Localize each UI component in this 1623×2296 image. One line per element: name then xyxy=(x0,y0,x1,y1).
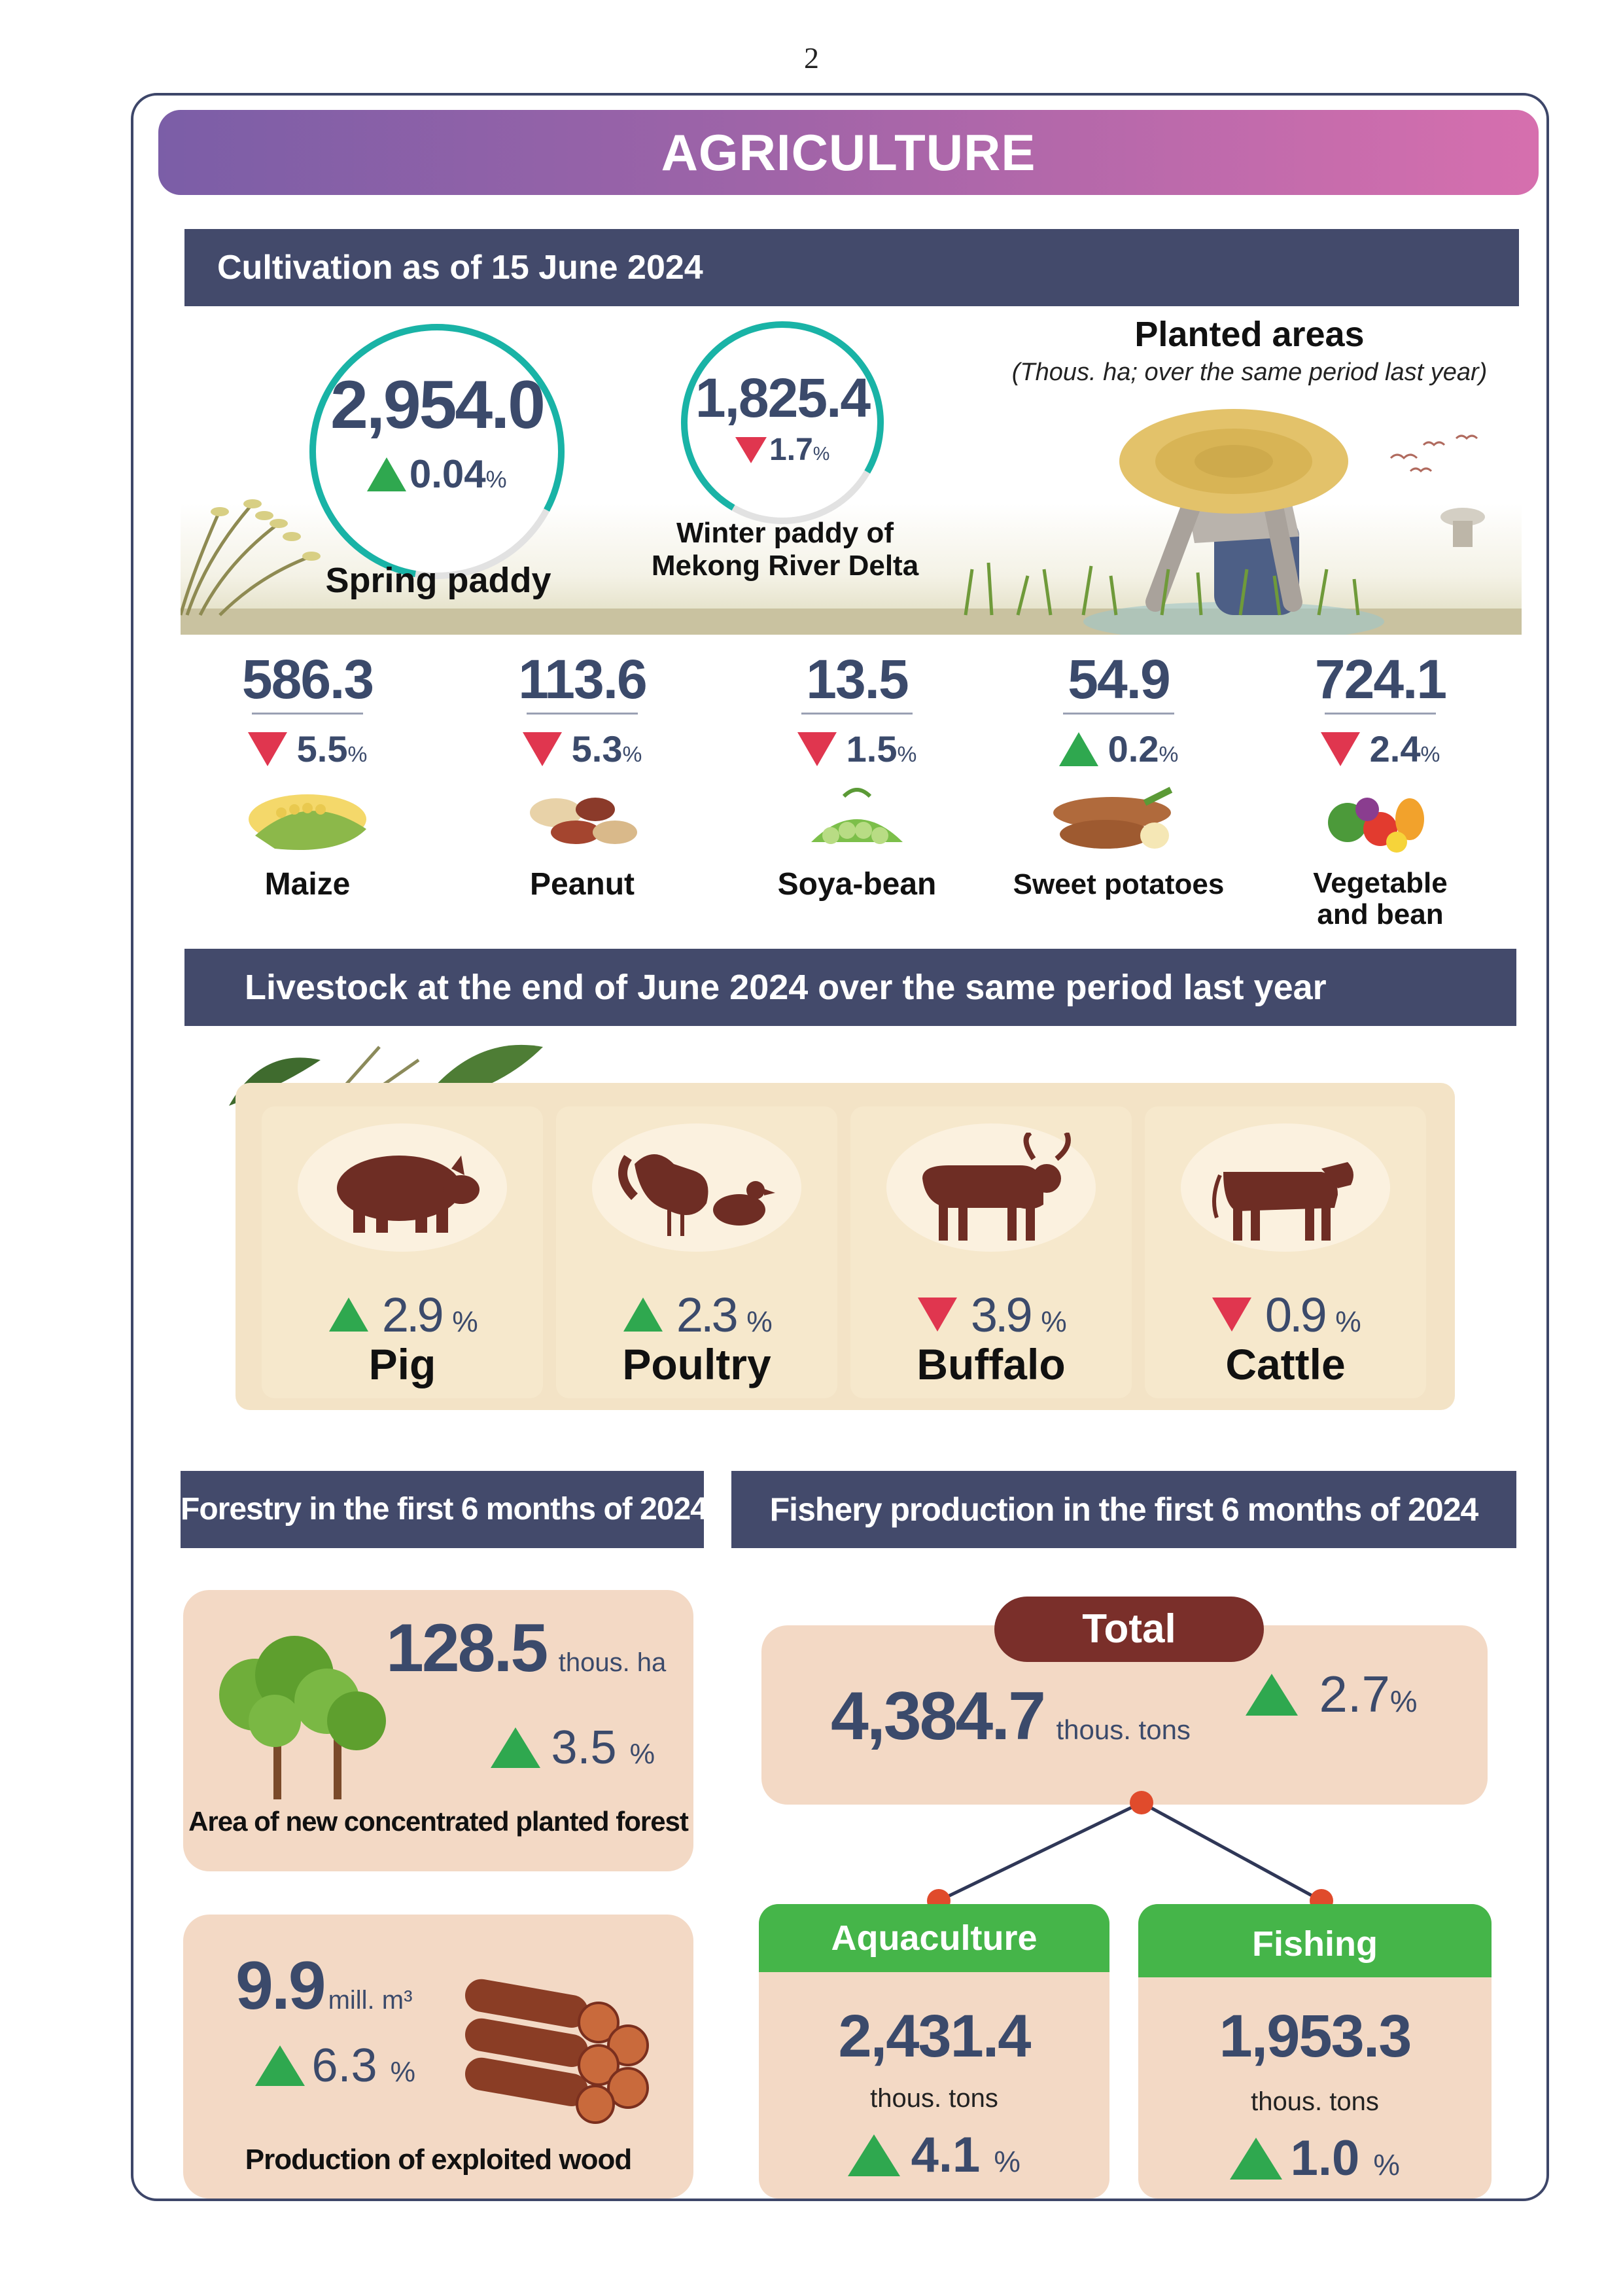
livestock-card: 2.9 % Pig xyxy=(262,1106,543,1398)
crop-value: 54.9 xyxy=(1068,648,1171,710)
cattle-icon xyxy=(1212,1162,1353,1241)
vegetables-icon xyxy=(1328,798,1424,853)
fishing-change: 1.0 % xyxy=(1138,2130,1492,2187)
crop-item: 54.9 0.2% Sweet potatoes xyxy=(1007,648,1230,902)
down-arrow-icon xyxy=(1320,732,1360,766)
planted-areas-note: (Thous. ha; over the same period last ye… xyxy=(1011,359,1488,386)
livestock-card: 2.3 % Poultry xyxy=(556,1106,837,1398)
buffalo-icon xyxy=(922,1133,1071,1241)
page-number: 2 xyxy=(804,41,819,75)
livestock-heading: Livestock at the end of June 2024 over t… xyxy=(184,949,1516,1026)
crop-value: 13.5 xyxy=(806,648,909,710)
crop-value: 113.6 xyxy=(518,648,648,710)
aquaculture-label: Aquaculture xyxy=(759,1904,1109,1972)
livestock-card: 3.9 % Buffalo xyxy=(850,1106,1132,1398)
spring-paddy-label: Spring paddy xyxy=(325,561,551,600)
maize-icon xyxy=(249,794,366,851)
fishery-total-label: Total xyxy=(994,1597,1264,1662)
livestock-card: 0.9 % Cattle xyxy=(1145,1106,1426,1398)
livestock-label: Buffalo xyxy=(916,1340,1066,1388)
down-arrow-icon xyxy=(797,732,837,766)
crop-item: 586.3 5.5% Maize xyxy=(196,648,419,902)
cultivation-heading: Cultivation as of 15 June 2024 xyxy=(184,229,1519,306)
livestock-label: Cattle xyxy=(1225,1340,1346,1388)
spring-paddy-ring xyxy=(309,324,565,579)
forest-area-value: 128.5 thous. ha xyxy=(386,1610,667,1686)
crop-label: Maize xyxy=(264,867,351,902)
wood-label: Production of exploited wood xyxy=(245,2144,632,2176)
planted-areas-title: Planted areas xyxy=(1134,315,1365,354)
aquaculture-card: Aquaculture 2,431.4 thous. tons 4.1 % xyxy=(759,1904,1109,2199)
fishing-card: Fishing 1,953.3 thous. tons 1.0 % xyxy=(1138,1904,1492,2199)
up-arrow-icon xyxy=(491,1727,540,1768)
down-arrow-icon xyxy=(522,732,562,766)
up-arrow-icon xyxy=(1246,1673,1298,1716)
winter-paddy-value: 1,825.4 xyxy=(695,367,871,429)
trees-icon xyxy=(219,1636,386,1799)
fishing-label: Fishing xyxy=(1138,1904,1492,1977)
wood-change: 6.3 % xyxy=(255,2039,415,2093)
crop-value: 586.3 xyxy=(241,648,374,710)
crop-label: Soya-bean xyxy=(777,867,937,902)
up-arrow-icon xyxy=(848,2134,901,2176)
soybean-icon xyxy=(811,788,903,845)
wood-value: 9.9 mill. m³ xyxy=(236,1948,413,2024)
down-arrow-icon xyxy=(247,732,287,766)
page-frame xyxy=(131,93,1549,2201)
forest-area-card: 128.5 thous. ha 3.5 % Area of new concen… xyxy=(183,1590,693,1871)
logs-icon xyxy=(464,1979,649,2124)
crop-item: 724.1 2.4% Vegetable and bean xyxy=(1269,648,1492,930)
crop-item: 13.5 1.5% Soya-bean xyxy=(746,648,968,902)
spring-paddy-change: 0.04% xyxy=(306,451,568,497)
page-title: AGRICULTURE xyxy=(158,110,1539,195)
down-arrow-icon xyxy=(1212,1298,1252,1332)
aquaculture-value: 2,431.4 xyxy=(838,2003,1032,2070)
sweet-potato-icon xyxy=(1053,786,1173,849)
forest-area-label: Area of new concentrated planted forest xyxy=(188,1806,689,1837)
livestock-change: 0.9 % xyxy=(1145,1283,1426,1343)
down-arrow-icon xyxy=(918,1298,958,1332)
rice-field-illustration xyxy=(181,409,1522,635)
crop-label: Peanut xyxy=(529,867,635,902)
winter-paddy-change: 1.7% xyxy=(678,432,887,468)
livestock-label: Poultry xyxy=(622,1340,771,1388)
up-arrow-icon xyxy=(1230,2137,1283,2180)
forest-area-change: 3.5 % xyxy=(491,1721,655,1775)
livestock-change: 2.3 % xyxy=(556,1283,837,1343)
peanut-icon xyxy=(530,798,637,845)
forestry-heading: Forestry in the first 6 months of 2024 xyxy=(181,1471,708,1548)
fishery-total-change: 2.7% xyxy=(1246,1665,1418,1724)
spring-paddy-value: 2,954.0 xyxy=(330,367,546,443)
wood-card: 9.9 mill. m³ 6.3 % Production of exploite… xyxy=(183,1915,693,2199)
up-arrow-icon xyxy=(1058,732,1098,766)
fishing-value: 1,953.3 xyxy=(1219,2003,1412,2070)
crop-item: 113.6 5.3% Peanut xyxy=(471,648,693,902)
down-arrow-icon xyxy=(735,436,767,463)
pig-icon xyxy=(337,1156,480,1233)
up-arrow-icon xyxy=(329,1298,369,1332)
winter-paddy-label: Winter paddy of Mekong River Delta xyxy=(651,517,919,582)
fishery-connector xyxy=(927,1791,1333,1913)
crop-label: Vegetable and bean xyxy=(1313,867,1448,931)
fishery-total-value: 4,384.7 thous. tons xyxy=(831,1678,1191,1754)
aquaculture-unit: thous. tons xyxy=(870,2084,998,2113)
livestock-change: 2.9 % xyxy=(262,1283,543,1343)
fishery-heading: Fishery production in the first 6 months… xyxy=(731,1471,1516,1548)
up-arrow-icon xyxy=(367,457,407,491)
livestock-change: 3.9 % xyxy=(850,1283,1132,1343)
livestock-label: Pig xyxy=(368,1340,436,1388)
livestock-panel: 2.9 % Pig 2.3 % Poultry 3.9 % Buffalo xyxy=(236,1083,1455,1410)
up-arrow-icon xyxy=(623,1298,663,1332)
up-arrow-icon xyxy=(255,2045,305,2086)
crop-value: 724.1 xyxy=(1314,648,1447,710)
fishing-unit: thous. tons xyxy=(1251,2087,1379,2116)
crop-label: Sweet potatoes xyxy=(1013,868,1225,901)
winter-paddy-ring xyxy=(681,321,884,524)
poultry-icon xyxy=(618,1154,775,1236)
aquaculture-change: 4.1 % xyxy=(759,2127,1109,2183)
